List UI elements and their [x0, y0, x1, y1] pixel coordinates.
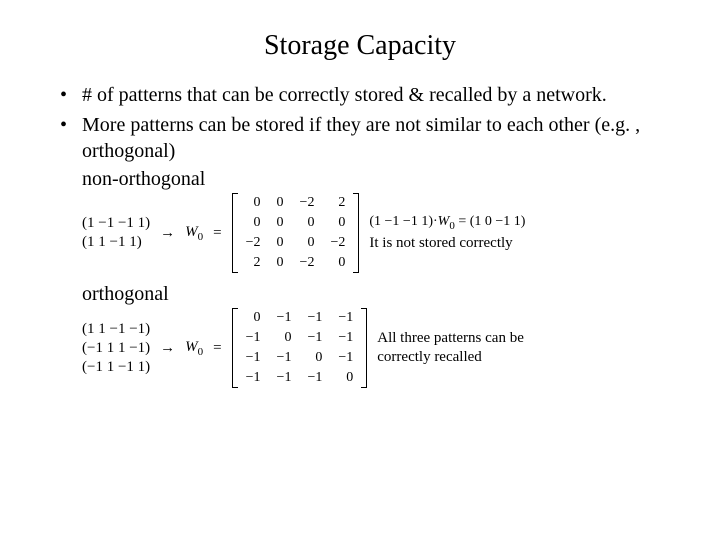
pattern-vector: (−1 1 1 −1) — [82, 340, 150, 357]
orthogonal-equation: (1 1 −1 −1) (−1 1 1 −1) (−1 1 −1 1) → W0… — [40, 308, 680, 388]
pattern-vector: (−1 1 −1 1) — [82, 359, 150, 376]
bullet-item: # of patterns that can be correctly stor… — [60, 82, 680, 108]
equals-sign: = — [213, 225, 221, 242]
pattern-vector: (1 −1 −1 1) — [82, 215, 150, 232]
weight-matrix: 00−22 0000 −200−2 20−20 — [232, 193, 360, 273]
arrow-icon: → — [160, 225, 175, 242]
equals-sign: = — [213, 340, 221, 357]
bullet-list: # of patterns that can be correctly stor… — [40, 82, 680, 164]
arrow-icon: → — [160, 340, 175, 357]
orthogonal-note: All three patterns can be correctly reca… — [377, 329, 524, 367]
pattern-vector: (1 1 −1 1) — [82, 234, 150, 251]
weight-symbol: W0 — [185, 224, 203, 243]
weight-symbol: W0 — [185, 339, 203, 358]
nonorthogonal-label: non-orthogonal — [40, 168, 680, 191]
pattern-vector: (1 1 −1 −1) — [82, 321, 150, 338]
bullet-item: More patterns can be stored if they are … — [60, 112, 680, 164]
pattern-vectors: (1 1 −1 −1) (−1 1 1 −1) (−1 1 −1 1) — [82, 321, 150, 376]
nonorthogonal-equation: (1 −1 −1 1) (1 1 −1 1) → W0 = 00−22 0000… — [40, 193, 680, 273]
weight-matrix: 0−1−1−1 −10−1−1 −1−10−1 −1−1−10 — [232, 308, 368, 388]
page-title: Storage Capacity — [40, 30, 680, 62]
orthogonal-label: orthogonal — [40, 283, 680, 306]
nonorthogonal-note: (1 −1 −1 1)·W0 = (1 0 −1 1) It is not st… — [369, 213, 525, 252]
pattern-vectors: (1 −1 −1 1) (1 1 −1 1) — [82, 215, 150, 251]
